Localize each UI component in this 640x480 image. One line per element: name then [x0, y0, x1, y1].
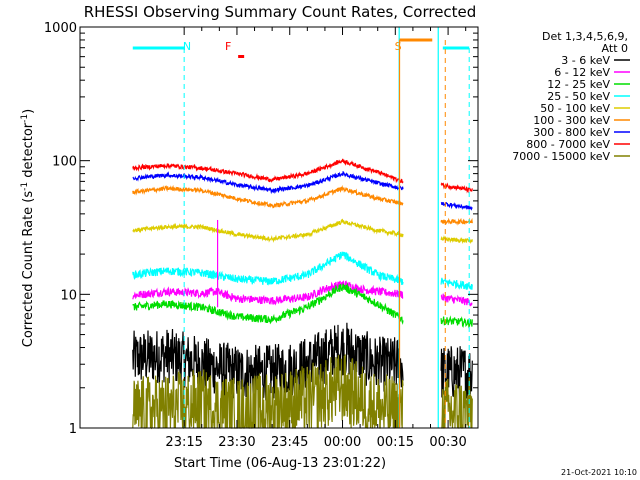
series-line-6-seg-0: [132, 170, 404, 195]
series-line-4-seg-1: [440, 235, 473, 245]
plot-frame: [79, 26, 479, 429]
y-axis-label-end: ): [21, 109, 36, 114]
legend-label-6: 300 - 800 keV: [533, 126, 610, 139]
legend-label-7: 800 - 7000 keV: [526, 138, 610, 151]
legend-label-2: 12 - 25 keV: [547, 78, 610, 91]
series-line-1-seg-1: [440, 293, 473, 307]
y-tick-label-3: 1000: [44, 21, 77, 36]
flare-marker: [238, 55, 245, 58]
series-line-7-seg-1: [440, 182, 473, 194]
series-line-2-seg-0: [132, 282, 404, 325]
legend-header-0: Det 1,3,4,5,6,9,: [542, 30, 628, 43]
series-line-5-seg-1: [440, 217, 473, 226]
legend-label-1: 6 - 12 keV: [554, 66, 610, 79]
legend-label-0: 3 - 6 keV: [561, 54, 610, 67]
annotation-S: S: [395, 40, 402, 53]
axes: 23:15 23:30 23:45 00:00 00:15 00:30 1 10 100 1000: [44, 21, 479, 450]
y-tick-label-0: 1: [69, 422, 77, 437]
legend-header-1: Att 0: [602, 42, 628, 55]
y-tick-label-2: 100: [52, 155, 77, 170]
y-axis-label-main: Corrected Count Rate (s: [21, 191, 36, 348]
series-line-3-seg-0: [132, 251, 404, 286]
x-axis-label: Start Time (06-Aug-13 23:01:22): [174, 456, 386, 471]
y-tick-label-1: 10: [60, 288, 77, 303]
y-axis-label-sup2: -1: [20, 114, 30, 123]
legend-label-8: 7000 - 15000 keV: [512, 150, 610, 163]
series-line-5-seg-0: [132, 184, 404, 209]
series-line-4-seg-0: [132, 218, 404, 243]
series-line-0-seg-1: [440, 346, 473, 402]
series-line-3-seg-1: [440, 277, 473, 290]
series-line-2-seg-1: [440, 315, 473, 329]
series-line-1-seg-0: [132, 279, 404, 306]
series-line-7-seg-0: [132, 158, 404, 184]
legend-label-3: 25 - 50 keV: [547, 90, 610, 103]
x-tick-label-0: 23:15: [165, 435, 202, 450]
y-axis-label-mid: detector: [21, 122, 36, 182]
x-tick-label-2: 23:45: [271, 435, 308, 450]
x-tick-label-5: 00:30: [429, 435, 466, 450]
legend-label-4: 50 - 100 keV: [540, 102, 610, 115]
series-line-0-seg-0: [132, 322, 404, 401]
x-tick-label-4: 00:15: [377, 435, 414, 450]
x-tick-label-3: 00:00: [324, 435, 361, 450]
series-line-8-seg-1: [441, 377, 473, 429]
legend-label-5: 100 - 300 keV: [533, 114, 610, 127]
series-line-6-seg-1: [440, 201, 473, 211]
x-tick-label-1: 23:30: [218, 435, 255, 450]
chart-title: RHESSI Observing Summary Count Rates, Co…: [84, 3, 477, 21]
y-axis-label: Corrected Count Rate (s-1 detector-1): [20, 109, 36, 347]
annotation-F: F: [225, 40, 231, 53]
footer-date: 21-Oct-2021 10:10: [561, 468, 637, 477]
annotation-N: N: [183, 40, 191, 53]
y-axis-label-sup1: -1: [20, 182, 30, 191]
